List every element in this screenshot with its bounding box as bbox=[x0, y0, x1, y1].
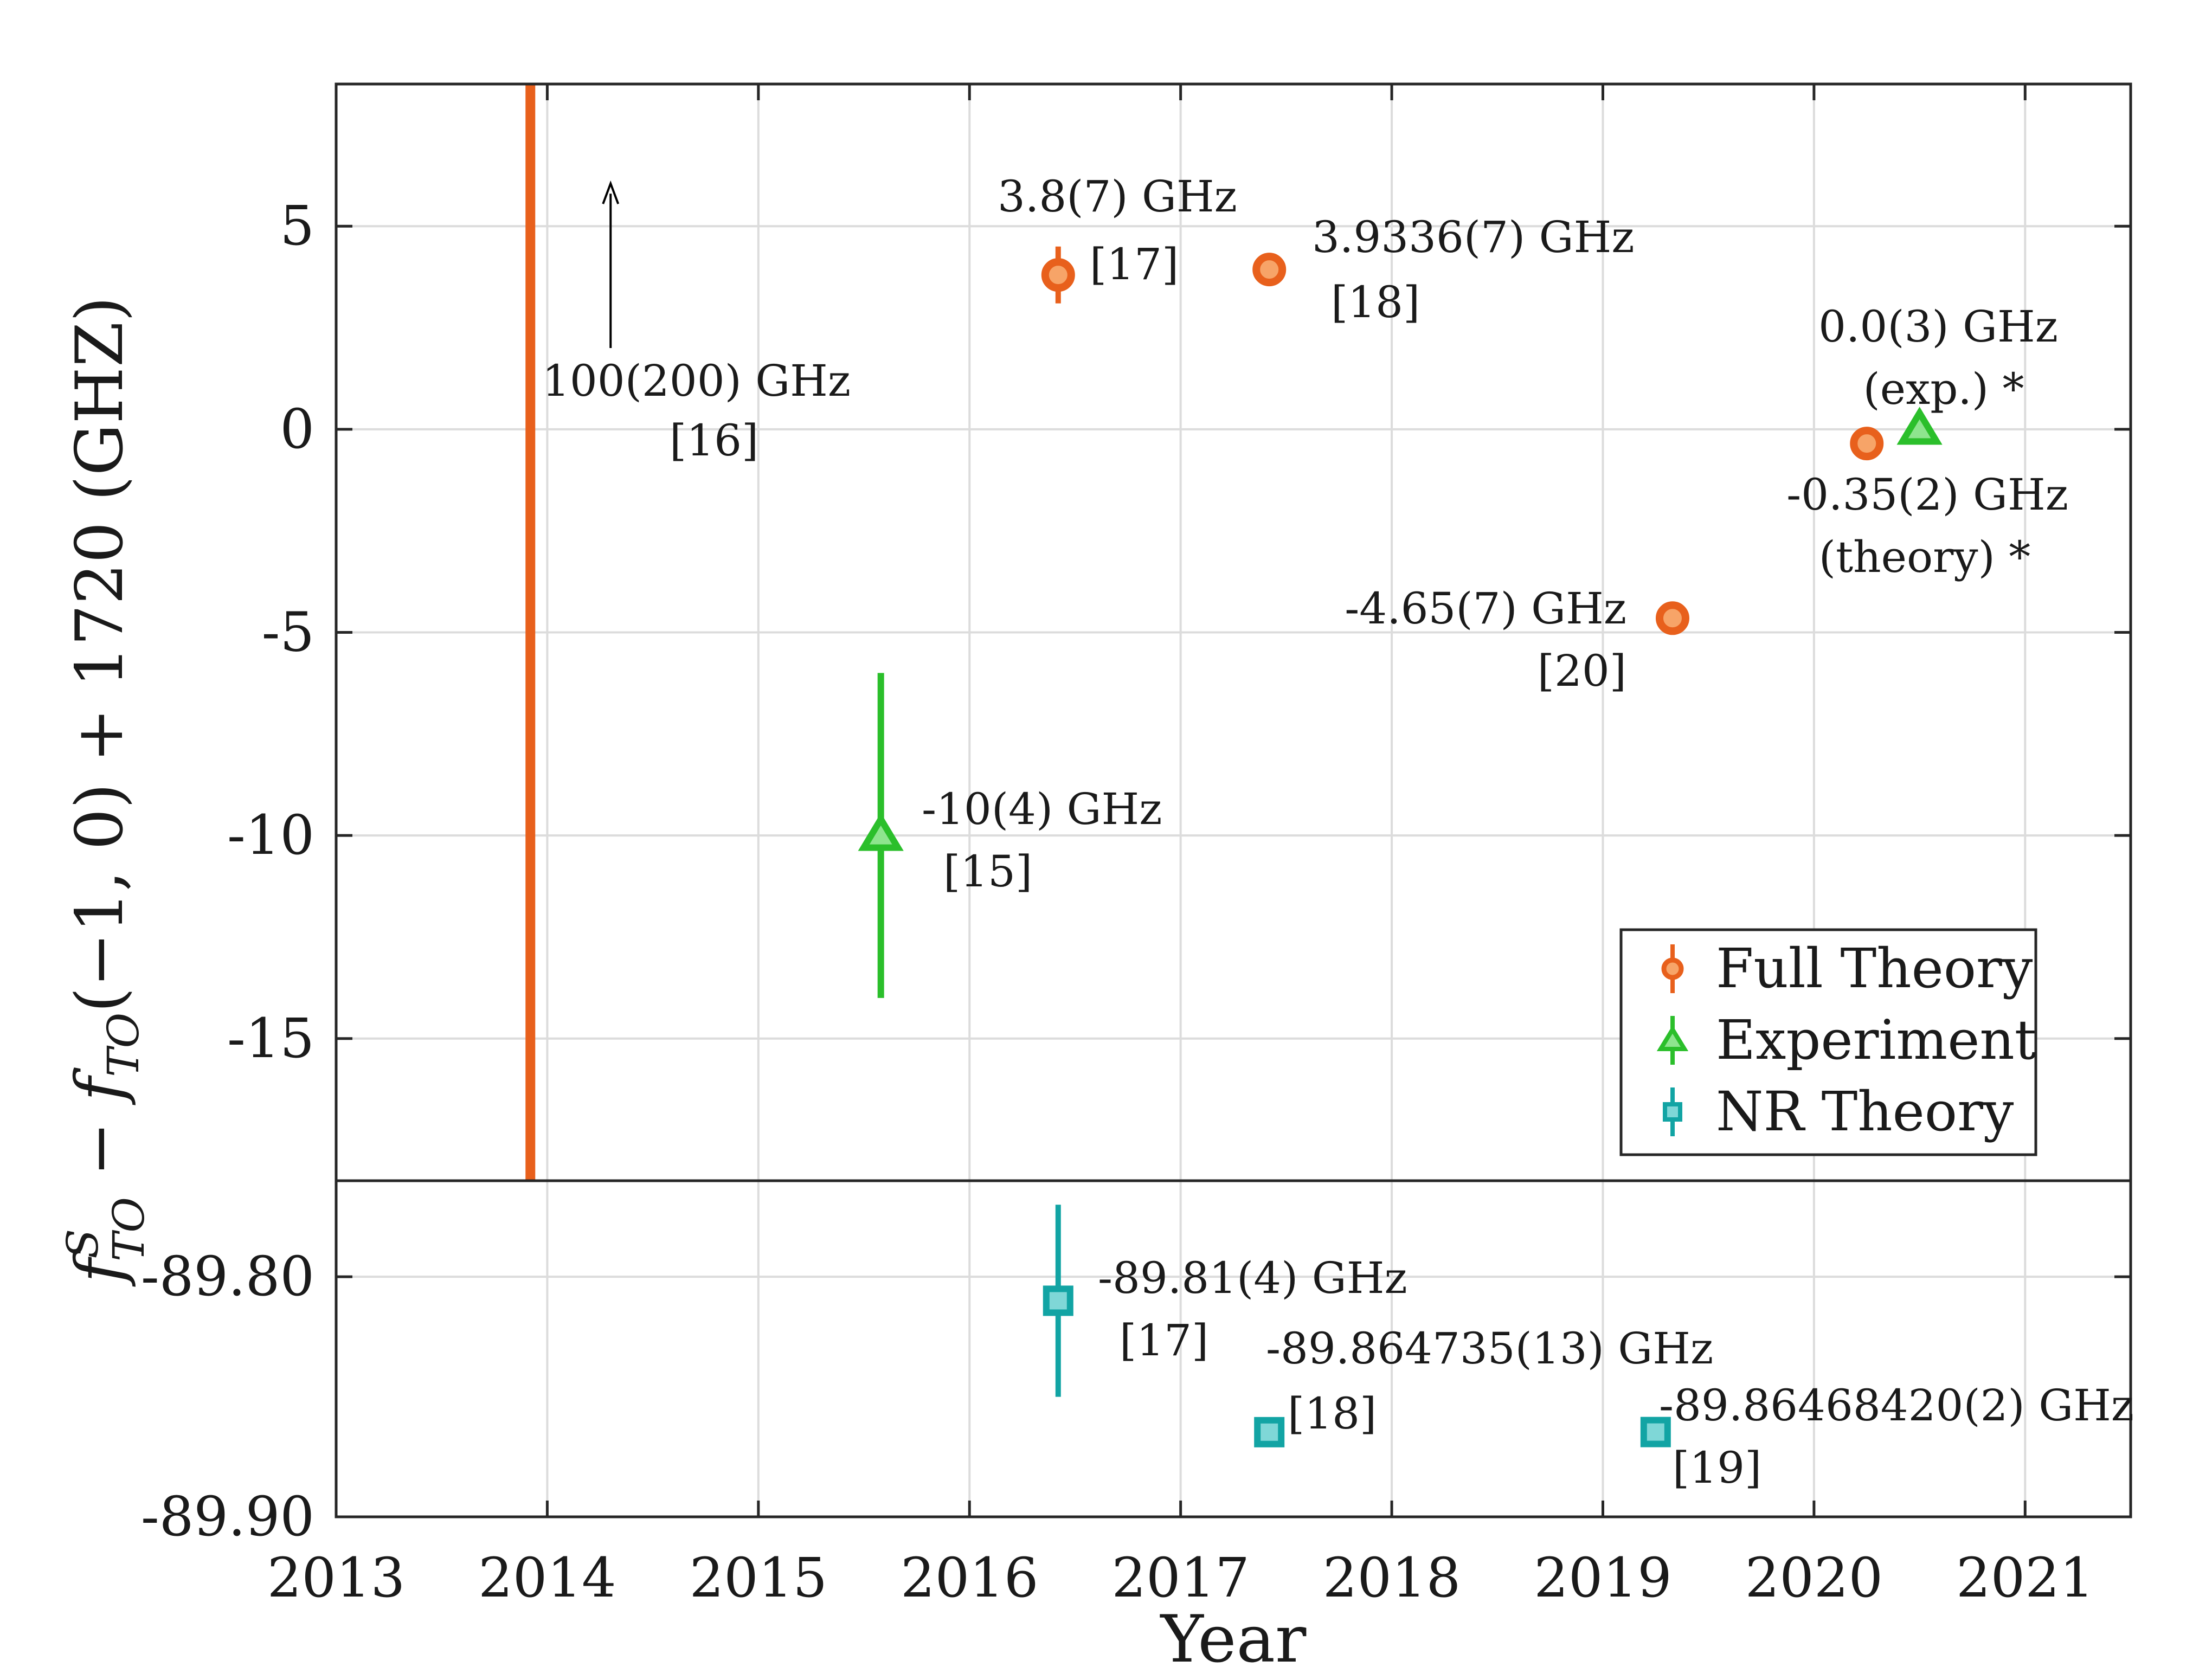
plot-frame bbox=[335, 82, 2132, 1518]
x-axis-title: Year bbox=[1160, 1602, 1307, 1664]
legend-swatch-circle bbox=[1661, 957, 1684, 980]
data-point-circle bbox=[1850, 427, 1884, 461]
data-label: [17] bbox=[1090, 239, 1179, 289]
y-tick-label: -89.80 bbox=[141, 1245, 314, 1308]
y-tick-label: -15 bbox=[227, 1007, 314, 1070]
data-label: 0.0(3) GHz bbox=[1818, 301, 2058, 352]
legend-label: Experiment bbox=[1716, 1008, 2036, 1072]
y-tick-label: -10 bbox=[227, 803, 314, 867]
y-axis-title-part: TO bbox=[104, 1197, 154, 1261]
y-axis-title-part: TO bbox=[98, 1013, 149, 1077]
data-point-circle bbox=[1252, 253, 1287, 287]
data-label: -4.65(7) GHz bbox=[1345, 583, 1626, 634]
data-point-triangle bbox=[858, 813, 904, 851]
data-point-circle bbox=[1655, 601, 1689, 635]
y-tick-label: 0 bbox=[280, 397, 314, 461]
y-axis-title-part: − f bbox=[62, 1067, 138, 1197]
x-tick-label: 2018 bbox=[1323, 1546, 1461, 1610]
offscale-arrow-head bbox=[602, 180, 620, 204]
data-point-square bbox=[1043, 1285, 1073, 1316]
x-tick-label: 2019 bbox=[1534, 1546, 1672, 1610]
data-label: [16] bbox=[670, 415, 758, 466]
y-axis-title-part: S bbox=[57, 1229, 108, 1259]
y-tick-label: -89.90 bbox=[141, 1485, 314, 1548]
x-tick-label: 2013 bbox=[267, 1546, 406, 1610]
x-tick-label: 2017 bbox=[1111, 1546, 1250, 1610]
legend: Full Theory Experiment NR Theory bbox=[1619, 928, 2037, 1156]
x-tick-label: 2015 bbox=[690, 1546, 828, 1610]
legend-label: Full Theory bbox=[1716, 937, 2033, 1000]
data-point-circle bbox=[1041, 258, 1075, 292]
data-label: -89.81(4) GHz bbox=[1098, 1253, 1407, 1303]
data-label: [20] bbox=[1538, 646, 1626, 696]
legend-swatch-triangle bbox=[1656, 1025, 1689, 1051]
y-axis-title: fSTO − fTO(−1, 0) + 1720 (GHZ) bbox=[57, 297, 154, 1287]
data-label: (exp.) * bbox=[1863, 364, 2024, 414]
data-point-triangle bbox=[1896, 407, 1943, 445]
data-label: -89.864735(13) GHz bbox=[1266, 1323, 1713, 1374]
legend-swatch-square bbox=[1663, 1102, 1682, 1122]
x-tick-label: 2021 bbox=[1956, 1546, 2094, 1610]
legend-box bbox=[1619, 928, 2037, 1156]
legend-label: NR Theory bbox=[1716, 1080, 2014, 1143]
data-label: [18] bbox=[1288, 1388, 1377, 1439]
data-label: 100(200) GHz bbox=[542, 356, 851, 406]
text-layer: 2013 2014 2015 2016 2017 2018 2019 2020 2021 5 0 -5… bbox=[57, 171, 2134, 1667]
data-label: [18] bbox=[1331, 277, 1420, 327]
data-label: -89.86468420(2) GHz bbox=[1659, 1380, 2134, 1431]
marks-layer bbox=[525, 84, 1943, 1447]
y-tick-label: 5 bbox=[280, 194, 314, 258]
x-tick-label: 2014 bbox=[478, 1546, 616, 1610]
frame-layer bbox=[335, 82, 2132, 1518]
x-tick-label: 2020 bbox=[1745, 1546, 1883, 1610]
data-label: -0.35(2) GHz bbox=[1786, 469, 2068, 520]
data-label: [17] bbox=[1120, 1315, 1208, 1366]
data-label: [15] bbox=[943, 846, 1032, 897]
data-label: 3.8(7) GHz bbox=[998, 171, 1237, 222]
data-point-square bbox=[1254, 1417, 1285, 1447]
y-tick-label: -5 bbox=[262, 601, 314, 664]
data-point-square bbox=[1640, 1417, 1671, 1447]
data-label: (theory) * bbox=[1819, 532, 2030, 582]
y-axis-title-part: (−1, 0) + 1720 (GHZ) bbox=[62, 297, 138, 1013]
data-label: -10(4) GHz bbox=[922, 784, 1162, 834]
x-tick-label: 2016 bbox=[901, 1546, 1039, 1610]
data-label: [19] bbox=[1673, 1443, 1761, 1493]
data-label: 3.9336(7) GHz bbox=[1312, 212, 1635, 262]
